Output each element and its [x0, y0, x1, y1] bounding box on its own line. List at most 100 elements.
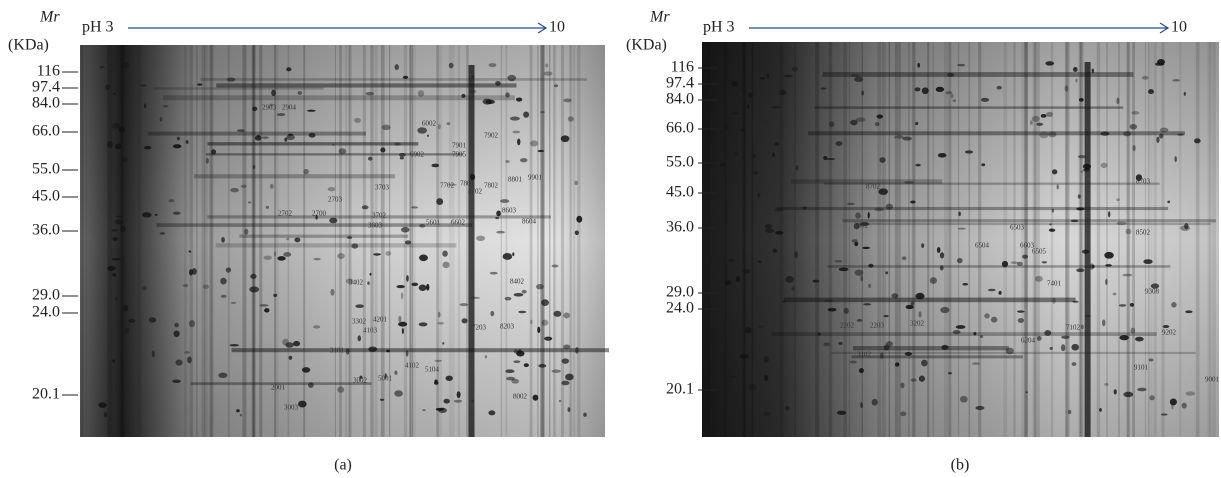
protein-spot: [910, 378, 917, 382]
streak: [1106, 42, 1108, 437]
protein-spot: [1169, 398, 1177, 406]
protein-spot: [240, 184, 247, 189]
protein-spot: [329, 217, 338, 224]
streak: [553, 45, 555, 437]
protein-spot: [188, 250, 192, 253]
protein-spot: [532, 394, 539, 401]
protein-spot: [115, 143, 122, 150]
protein-spot: [734, 152, 739, 156]
streak: [882, 42, 886, 437]
protein-spot: [354, 117, 361, 123]
protein-spot: [880, 352, 884, 359]
protein-spot: [862, 246, 870, 250]
spot-label: 6505: [1032, 248, 1047, 256]
protein-spot: [846, 202, 855, 205]
protein-spot: [398, 321, 408, 327]
protein-spot: [955, 325, 966, 329]
streak: [196, 45, 198, 437]
protein-spot: [1077, 155, 1087, 159]
streak: [1195, 42, 1200, 437]
protein-spot: [1108, 211, 1111, 218]
protein-spot: [561, 358, 570, 364]
protein-spot: [513, 360, 521, 363]
marker-label: 55.0: [666, 154, 694, 171]
protein-spot: [369, 272, 372, 276]
protein-spot: [891, 293, 899, 299]
protein-spot: [422, 409, 426, 412]
protein-spot: [823, 299, 834, 303]
protein-spot: [1036, 335, 1042, 341]
protein-spot: [380, 147, 386, 153]
protein-spot: [426, 134, 429, 137]
streak: [829, 42, 833, 437]
protein-spot: [1076, 207, 1085, 211]
protein-spot: [188, 320, 196, 328]
streak: [120, 45, 125, 437]
protein-spot: [902, 136, 912, 141]
protein-spot: [398, 152, 406, 157]
spot-label: 6504: [975, 242, 990, 250]
protein-spot: [411, 282, 419, 287]
protein-spot: [225, 267, 232, 273]
marker-label: 66.0: [666, 120, 694, 137]
protein-spot: [829, 121, 835, 128]
protein-spot: [1016, 261, 1023, 266]
protein-spot: [1072, 66, 1078, 72]
marker-label: 20.1: [32, 386, 60, 403]
streak: [209, 45, 213, 437]
protein-spot: [1105, 264, 1112, 267]
protein-spot: [757, 192, 761, 198]
protein-spot: [294, 237, 301, 243]
protein-spot: [853, 223, 860, 230]
marker-label: 116: [37, 63, 60, 80]
protein-spot: [1067, 409, 1072, 415]
protein-spot: [488, 63, 497, 68]
protein-spot: [915, 121, 919, 126]
protein-spot: [1075, 78, 1078, 83]
protein-spot: [764, 374, 769, 382]
protein-spot: [903, 180, 914, 184]
protein-spot: [1089, 263, 1094, 270]
protein-spot: [436, 198, 444, 205]
protein-spot: [1137, 387, 1147, 392]
protein-spot: [236, 409, 240, 413]
protein-spot: [244, 228, 249, 235]
protein-spot: [517, 138, 521, 146]
protein-spot: [426, 283, 430, 291]
protein-spot: [779, 89, 787, 95]
protein-spot: [261, 136, 269, 139]
protein-spot: [1048, 228, 1056, 232]
protein-spot: [367, 281, 370, 286]
streak: [932, 42, 934, 437]
protein-spot: [159, 232, 166, 235]
protein-spot: [1045, 61, 1055, 66]
protein-spot: [735, 275, 741, 282]
streak: [1064, 42, 1069, 437]
spot-label: 6902: [410, 151, 425, 159]
protein-spot: [496, 230, 505, 234]
protein-spot: [567, 407, 571, 413]
streak: [500, 45, 503, 437]
spot-label: 2202: [840, 322, 855, 330]
marker-label: 84.0: [666, 91, 694, 108]
band: [808, 131, 1185, 136]
protein-spot: [551, 369, 562, 373]
streak: [1084, 62, 1091, 437]
protein-spot: [172, 379, 181, 383]
protein-spot: [332, 143, 335, 146]
protein-spot: [1156, 136, 1160, 143]
protein-spot: [1025, 391, 1028, 394]
protein-spot: [394, 64, 399, 70]
streak: [793, 42, 796, 437]
spot-label: 7702: [440, 182, 455, 190]
streak: [944, 42, 948, 437]
protein-spot: [1048, 131, 1057, 138]
band: [822, 72, 1134, 77]
gel-texture: [80, 45, 610, 437]
protein-spot: [1123, 131, 1132, 137]
spot-label: 3102: [857, 351, 872, 359]
protein-spot: [860, 402, 863, 409]
protein-spot: [774, 142, 780, 146]
protein-spot: [1070, 219, 1079, 223]
